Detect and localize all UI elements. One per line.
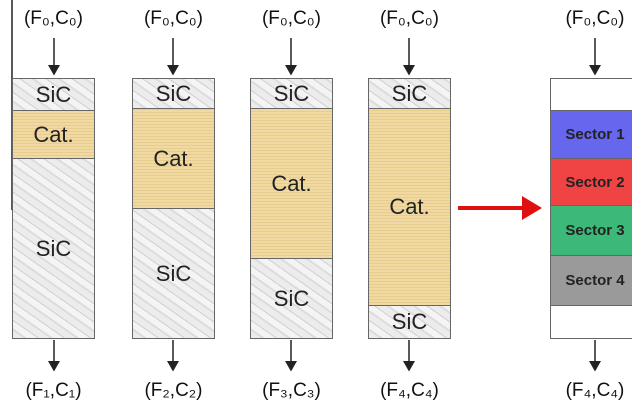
- sic-bed: SiC: [368, 78, 451, 109]
- outlet-label: (F₁,C₁): [25, 380, 82, 401]
- inlet-label: (F₀,C₀): [23, 8, 84, 29]
- sic-bed: SiC: [132, 78, 215, 109]
- catalyst-bed: Cat.: [12, 110, 95, 159]
- catalyst-bed: Cat.: [250, 108, 333, 259]
- catalyst-bed: Cat.: [368, 108, 451, 306]
- sic-bed: SiC: [12, 158, 95, 339]
- sector-label: Sector 3: [565, 222, 625, 239]
- inlet-label: (F₀,C₀): [261, 8, 322, 29]
- sic-bed: SiC: [250, 258, 333, 339]
- flow-arrows: [48, 38, 601, 372]
- catalyst-bed: Cat.: [132, 108, 215, 209]
- sector: Sector 2: [550, 158, 632, 206]
- reactor-bottom: [550, 305, 632, 339]
- sector: Sector 3: [550, 205, 632, 256]
- outlet-label: (F₄,C₄): [565, 380, 625, 401]
- outlet-label: (F₃,C₃): [262, 380, 321, 401]
- outlet-label: (F₂,C₂): [144, 380, 203, 401]
- sector: Sector 4: [550, 255, 632, 306]
- sic-bed: SiC: [250, 78, 333, 109]
- sector-label: Sector 4: [565, 272, 625, 289]
- inlet-label: (F₀,C₀): [379, 8, 440, 29]
- outlet-label: (F₄,C₄): [380, 380, 439, 401]
- reactor-top: [550, 78, 632, 111]
- sic-bed: SiC: [368, 305, 451, 339]
- sector-label: Sector 2: [565, 173, 625, 191]
- inlet-label: (F₀,C₀): [565, 8, 625, 29]
- inlet-label: (F₀,C₀): [143, 8, 204, 29]
- sector-label: Sector 1: [565, 126, 625, 143]
- sic-bed: SiC: [12, 78, 95, 111]
- sector: Sector 1: [550, 110, 632, 159]
- sic-bed: SiC: [132, 208, 215, 339]
